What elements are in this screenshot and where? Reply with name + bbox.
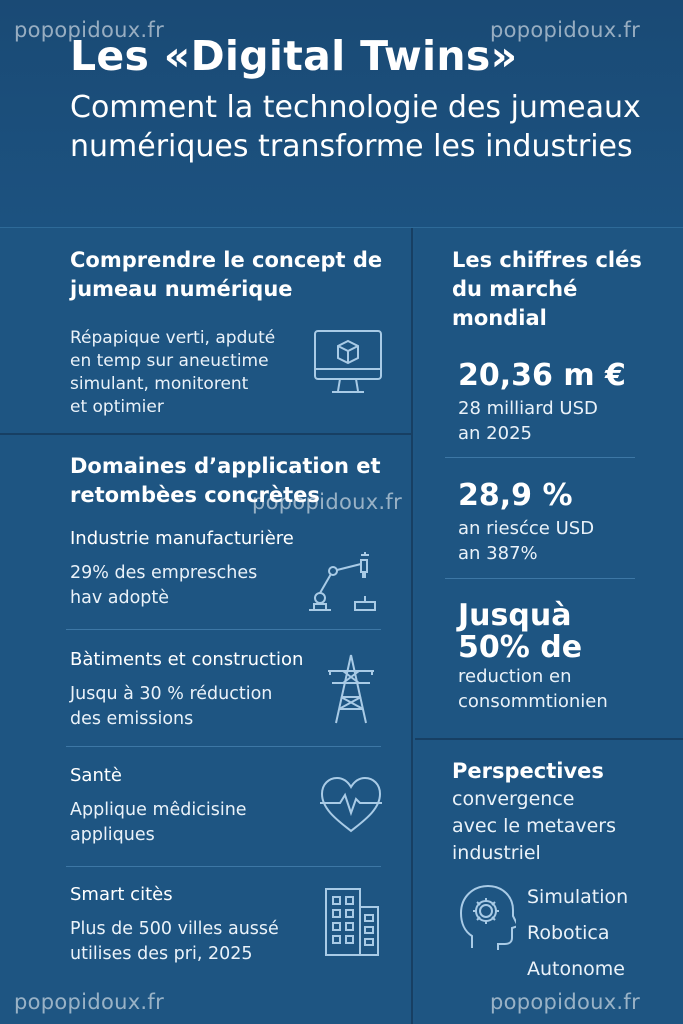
concept-title: Comprendre le concept de jumeau numériqu… bbox=[70, 248, 383, 301]
domain-item-line: 29% des empresches bbox=[70, 563, 258, 583]
domain-item-line: Plus de 500 villes aussé bbox=[70, 919, 279, 939]
pylon-icon bbox=[322, 653, 380, 725]
watermark: popopidoux.fr bbox=[14, 990, 165, 1014]
domain-item-line: des emissions bbox=[70, 709, 194, 729]
domain-item-line: Applique mêdicisine bbox=[70, 800, 247, 820]
stat-caption: 28 milliard USD an 2025 bbox=[458, 396, 598, 446]
domain-item-title: Industrie manufacturière bbox=[70, 528, 294, 549]
domain-item-line: Jusqu à 30 % réduction bbox=[70, 684, 273, 704]
stat-value-line: 50% de bbox=[458, 630, 583, 665]
domain-item-line: hav adoptè bbox=[70, 588, 170, 608]
stat-line: reduction en bbox=[458, 666, 572, 687]
perspectives-subtitle: convergence avec le metavers industriel bbox=[452, 786, 616, 867]
perspectives-title: Perspectives bbox=[452, 759, 604, 783]
heart-pulse-icon bbox=[318, 775, 384, 835]
domain-item-text: 29% des empresches hav adoptè bbox=[70, 561, 257, 611]
watermark: popopidoux.fr bbox=[14, 18, 165, 42]
monitor-cube-icon bbox=[312, 327, 384, 399]
stat-value: 28,9 % bbox=[458, 478, 573, 513]
perspectives-item: Simulation bbox=[527, 886, 629, 908]
figures-title: Les chiffres clés du marché mondial bbox=[452, 248, 642, 330]
stat-divider bbox=[445, 578, 635, 579]
item-divider bbox=[66, 746, 381, 747]
concept-line: en temp sur aneuεtime bbox=[70, 351, 269, 371]
perspectives-line: avec le metavers bbox=[452, 815, 617, 837]
item-divider bbox=[66, 629, 381, 630]
head-gear-icon bbox=[458, 882, 516, 952]
stat-caption: an riesćce USD an 387% bbox=[458, 516, 594, 566]
watermark: popopidoux.fr bbox=[490, 990, 641, 1014]
stat-caption: reduction en consommtionien bbox=[458, 664, 608, 714]
stat-value: Jusquà 50% de bbox=[458, 600, 582, 664]
perspectives-list: Simulation Robotica Autonome bbox=[527, 879, 628, 987]
perspectives-item: Robotica bbox=[527, 922, 610, 944]
stat-line: 28 milliard USD bbox=[458, 398, 598, 419]
item-divider bbox=[66, 866, 381, 867]
concept-line: et optimier bbox=[70, 397, 164, 417]
concept-line: simulant, monitorent bbox=[70, 374, 249, 394]
perspectives-line: industriel bbox=[452, 842, 541, 864]
stat-line: an riesćce USD bbox=[458, 518, 595, 539]
watermark: popopidoux.fr bbox=[490, 18, 641, 42]
section-divider bbox=[0, 433, 413, 435]
page-subtitle: Comment la technologie des jumeaux numér… bbox=[70, 90, 641, 164]
perspectives-line: convergence bbox=[452, 788, 575, 810]
page-title: Les «Digital Twins» bbox=[70, 32, 518, 80]
perspectives-item: Autonome bbox=[527, 958, 625, 980]
domain-item-text: Applique mêdicisine appliques bbox=[70, 798, 247, 848]
concept-text: Répapique verti, apduté en temp sur aneu… bbox=[70, 327, 275, 419]
stat-value-line: Jusquà bbox=[458, 598, 572, 633]
domain-item-line: utilises des pri, 2025 bbox=[70, 944, 253, 964]
stat-divider bbox=[445, 457, 635, 458]
domain-item-title: Bàtiments et construction bbox=[70, 649, 304, 670]
stat-line: consommtionien bbox=[458, 691, 608, 712]
domain-item-text: Jusqu à 30 % réduction des emissions bbox=[70, 682, 272, 732]
header-banner: Les «Digital Twins» Comment la technolog… bbox=[0, 0, 683, 228]
domain-item-line: appliques bbox=[70, 825, 155, 845]
domains-title: Domaines d’application et retombèes conc… bbox=[70, 454, 381, 507]
domain-item-title: Smart citès bbox=[70, 884, 173, 905]
section-divider bbox=[415, 738, 683, 740]
concept-line: Répapique verti, apduté bbox=[70, 328, 276, 348]
stat-line: an 2025 bbox=[458, 423, 532, 444]
stat-value: 20,36 m € bbox=[458, 358, 626, 393]
building-icon bbox=[322, 885, 382, 957]
stat-line: an 387% bbox=[458, 543, 538, 564]
robot-arm-icon bbox=[305, 552, 383, 614]
watermark: popopidoux.fr bbox=[252, 490, 403, 514]
right-column bbox=[415, 228, 683, 1024]
domain-item-title: Santè bbox=[70, 765, 122, 786]
domain-item-text: Plus de 500 villes aussé utilises des pr… bbox=[70, 917, 279, 967]
